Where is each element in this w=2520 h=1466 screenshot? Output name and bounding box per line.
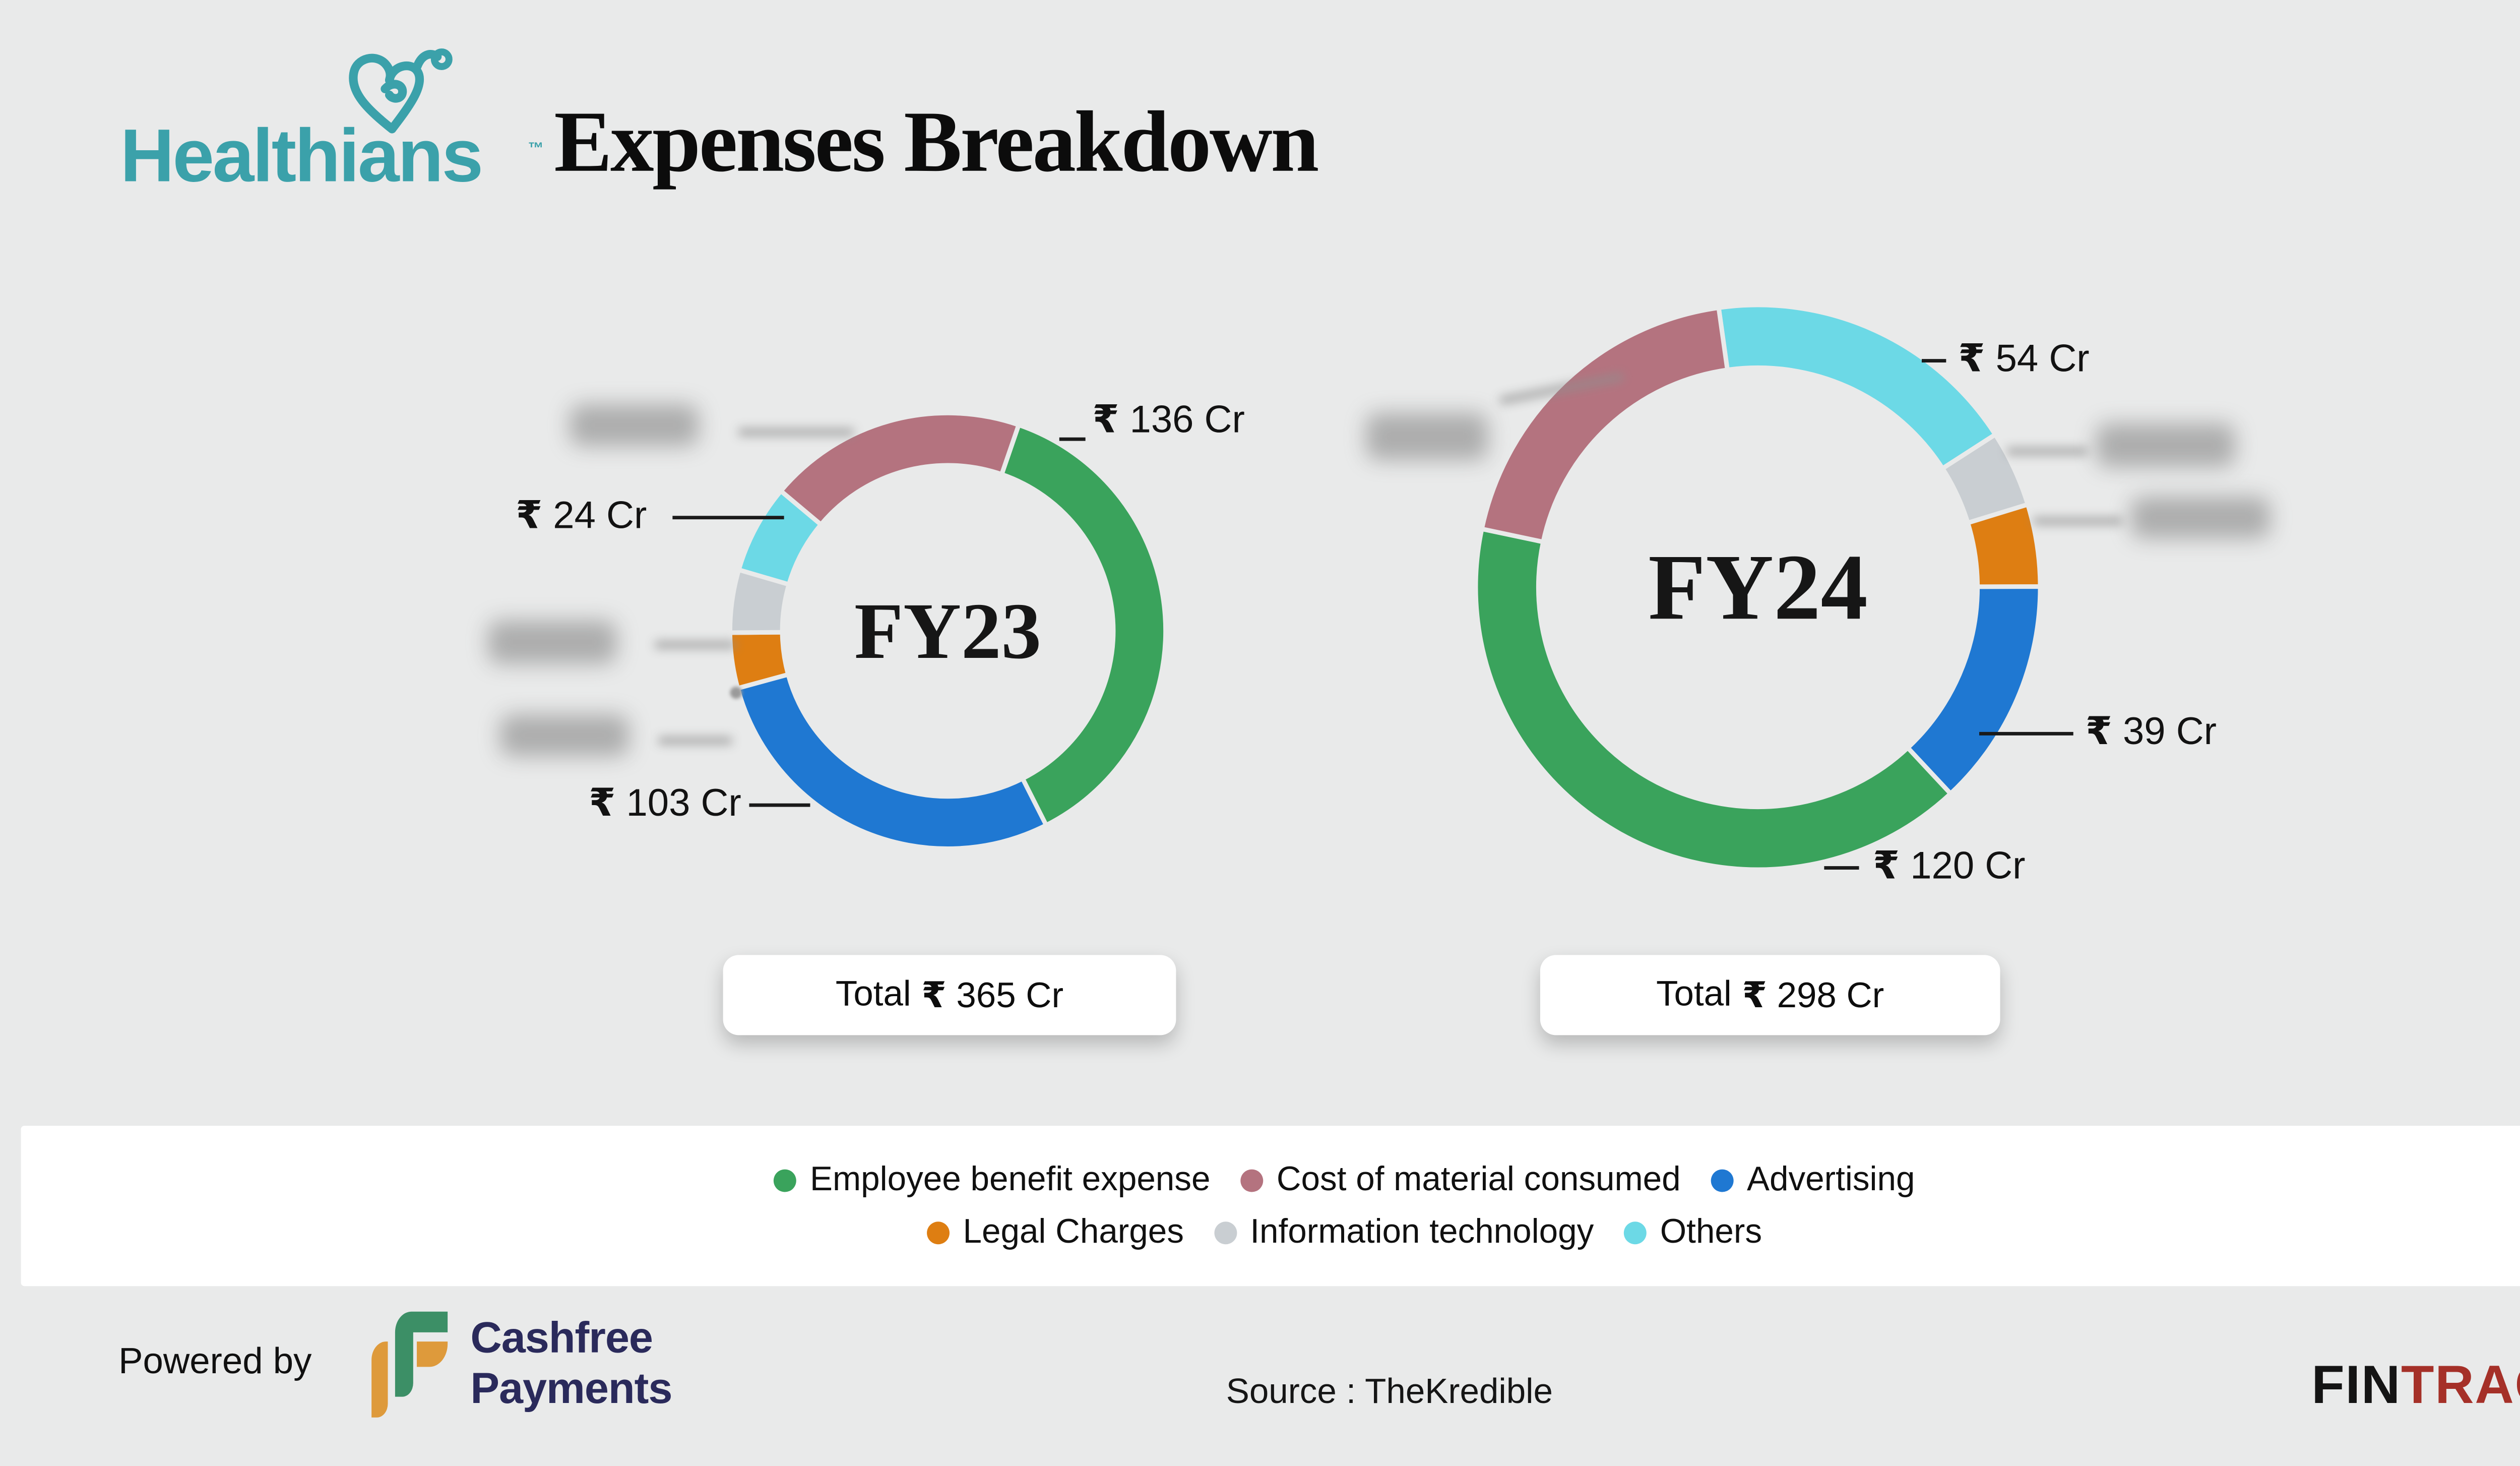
payments-word: Payments [470, 1364, 672, 1414]
healthians-heart-icon [349, 48, 453, 134]
fy24-total-amount: ₹ 298 Cr [1742, 975, 1884, 1015]
legend-label: Legal Charges [963, 1212, 1184, 1251]
legend-item-employee: Employee benefit expense [773, 1159, 1211, 1200]
fy24-segment-employee [1473, 526, 1954, 872]
fy23-segment-material [778, 410, 1022, 528]
leader-line [1979, 731, 2073, 736]
fy23-total-amount: ₹ 365 Cr [921, 975, 1064, 1015]
value-label: ₹ 120 Cr [1873, 843, 2026, 887]
fintrackr-trackr: TRACKR [2401, 1354, 2520, 1416]
legend-label: Employee benefit expense [810, 1159, 1211, 1198]
healthians-logo-text: Healthians [120, 115, 484, 199]
cashfree-word: Cashfree [470, 1314, 653, 1363]
legend-dot-others [1623, 1220, 1647, 1244]
fy23-donut [727, 410, 1168, 851]
legend-item-legal: Legal Charges [926, 1212, 1184, 1252]
leader-line [2007, 448, 2088, 455]
blurred-value-label [2096, 423, 2236, 467]
blurred-value-label [500, 714, 629, 757]
value-label: ₹ 39 Cr [2085, 709, 2217, 753]
page-title: Expenses Breakdown [554, 92, 1319, 190]
fintrackr-logo: FINTRACKR [2311, 1354, 2520, 1417]
legend-item-advertising: Advertising [1710, 1160, 1915, 1200]
blurred-value-label [2130, 497, 2271, 539]
legend-dot-employee [773, 1168, 796, 1191]
fy23-segment-advertising [735, 671, 1049, 851]
legend-item-material: Cost of material consumed [1240, 1159, 1681, 1200]
fy24-center-label: FY24 [1648, 535, 1868, 640]
value-label: ₹ 24 Cr [516, 493, 647, 537]
leader-line [658, 737, 732, 745]
fy24-segment-material [1479, 305, 1730, 545]
leader-line [749, 803, 810, 807]
fy24-total-prefix: Total [1656, 974, 1732, 1014]
fy24-segment-others [1716, 302, 1999, 472]
blurred-value-label [1366, 413, 1488, 460]
blurred-value-label [487, 620, 617, 664]
leader-line [738, 429, 854, 436]
fy24-donut [1473, 302, 2043, 872]
legend-dot-material [1240, 1168, 1263, 1191]
legend-label: Information technology [1250, 1212, 1594, 1251]
fintrackr-fin: FIN [2311, 1354, 2402, 1416]
value-label: ₹ 103 Cr [589, 780, 741, 825]
legend-item-others: Others [1623, 1212, 1762, 1252]
blurred-value-label [570, 404, 699, 446]
fy24-total-box: Total ₹ 298 Cr [1540, 955, 2000, 1035]
fy23-total-prefix: Total [835, 974, 911, 1014]
legend-dot-legal [926, 1220, 949, 1244]
cashfree-logo: Cashfree Payments [361, 1307, 672, 1422]
leader-line [1921, 359, 1946, 363]
cashfree-logo-icon [371, 1311, 448, 1418]
value-label: ₹ 54 Cr [1958, 336, 2090, 380]
leader-line [672, 516, 784, 520]
value-label: ₹ 136 Cr [1092, 397, 1245, 441]
leader-dot [730, 687, 742, 699]
powered-by-label: Powered by [118, 1341, 312, 1382]
leader-line [1824, 866, 1859, 870]
leader-line [1059, 437, 1086, 441]
legend-row-2: Legal Charges Information technology Other… [926, 1212, 1762, 1252]
legend-label: Cost of material consumed [1276, 1159, 1681, 1198]
fy24-segment-advertising [1904, 584, 2043, 797]
fy23-segment-employee [998, 422, 1168, 828]
fy23-center-label: FY23 [854, 586, 1042, 676]
source-attribution: Source : TheKredible [1226, 1373, 1553, 1412]
legend-row-1: Employee benefit expense Cost of material… [773, 1160, 1915, 1200]
legend-dot-it [1213, 1220, 1236, 1244]
legend: Employee benefit expense Cost of material… [21, 1126, 2520, 1287]
fy23-total-box: Total ₹ 365 Cr [723, 955, 1176, 1035]
legend-label: Advertising [1747, 1159, 1915, 1198]
legend-item-it: Information technology [1213, 1212, 1594, 1252]
cashfree-logo-text: Cashfree Payments [470, 1314, 672, 1416]
legend-label: Others [1660, 1212, 1762, 1251]
trademark-symbol: ™ [528, 139, 544, 157]
legend-dot-advertising [1710, 1168, 1733, 1191]
leader-line [655, 641, 735, 648]
leader-line [2033, 517, 2122, 525]
